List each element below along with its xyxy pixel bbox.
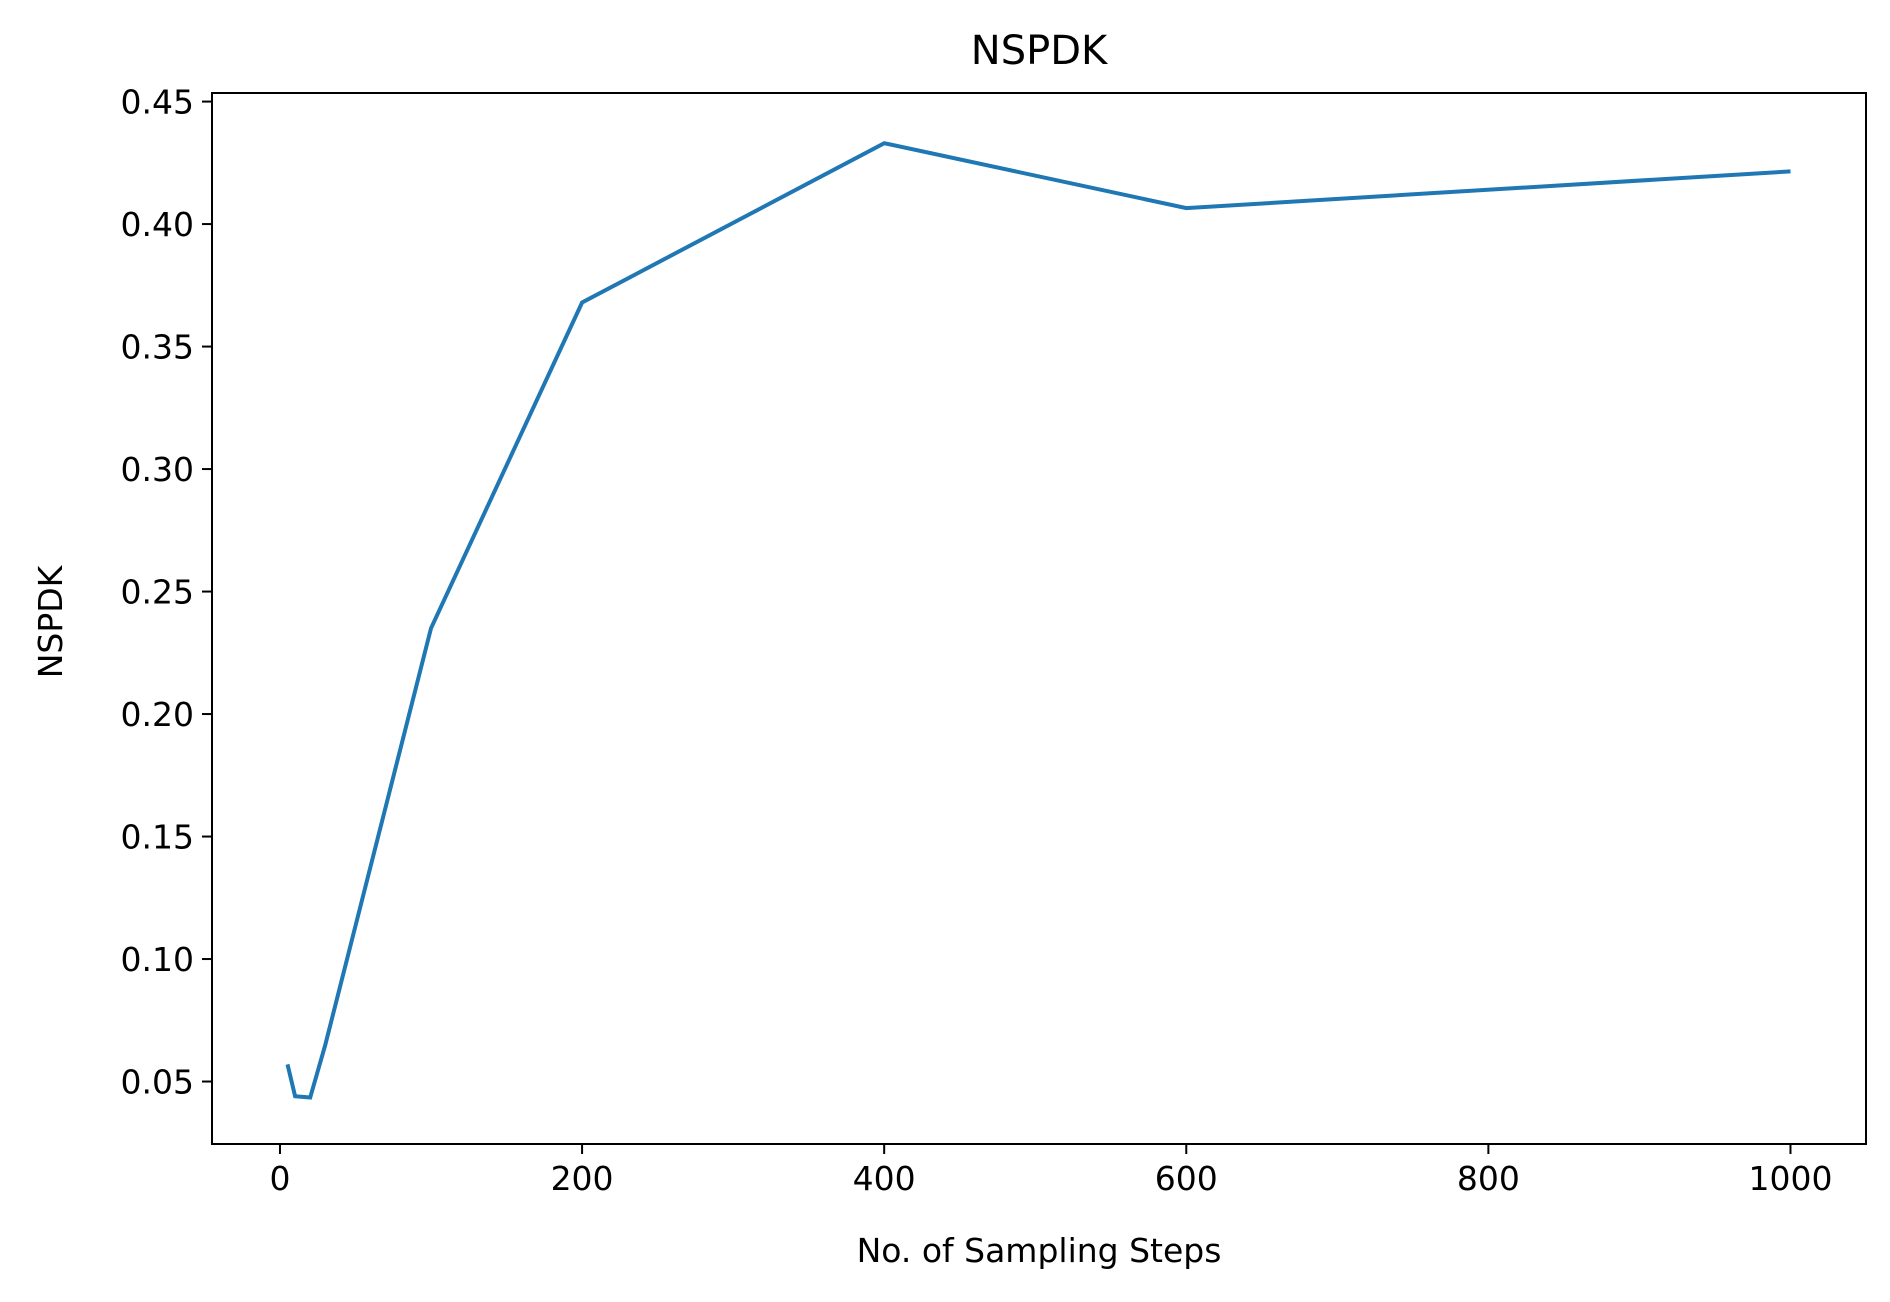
y-axis-label: NSPDK [31, 564, 70, 678]
x-tick-label: 0 [269, 1159, 290, 1198]
x-tick-label: 600 [1155, 1159, 1218, 1198]
x-tick-label: 400 [853, 1159, 916, 1198]
y-tick-label: 0.10 [121, 940, 194, 979]
y-tick-label: 0.35 [121, 328, 194, 367]
chart-title: NSPDK [971, 28, 1109, 74]
plot-area: 0 200 400 600 800 1000 0.05 0.10 0.15 0.20 0.25 0.3… [121, 83, 1867, 1198]
x-tick-label: 800 [1457, 1159, 1520, 1198]
y-tick-label: 0.20 [121, 695, 194, 734]
axes-frame [211, 92, 1867, 1145]
y-tick-label: 0.45 [121, 83, 194, 122]
x-tick-label: 1000 [1748, 1159, 1832, 1198]
series-line [285, 141, 1791, 1100]
x-axis-label: No. of Sampling Steps [857, 1231, 1222, 1270]
y-tick-label: 0.15 [121, 818, 194, 857]
y-tick-label: 0.30 [121, 450, 194, 489]
y-tick-label: 0.40 [121, 205, 194, 244]
x-tick-label: 200 [551, 1159, 614, 1198]
y-tick-label: 0.05 [121, 1063, 194, 1102]
y-tick-label: 0.25 [121, 573, 194, 612]
